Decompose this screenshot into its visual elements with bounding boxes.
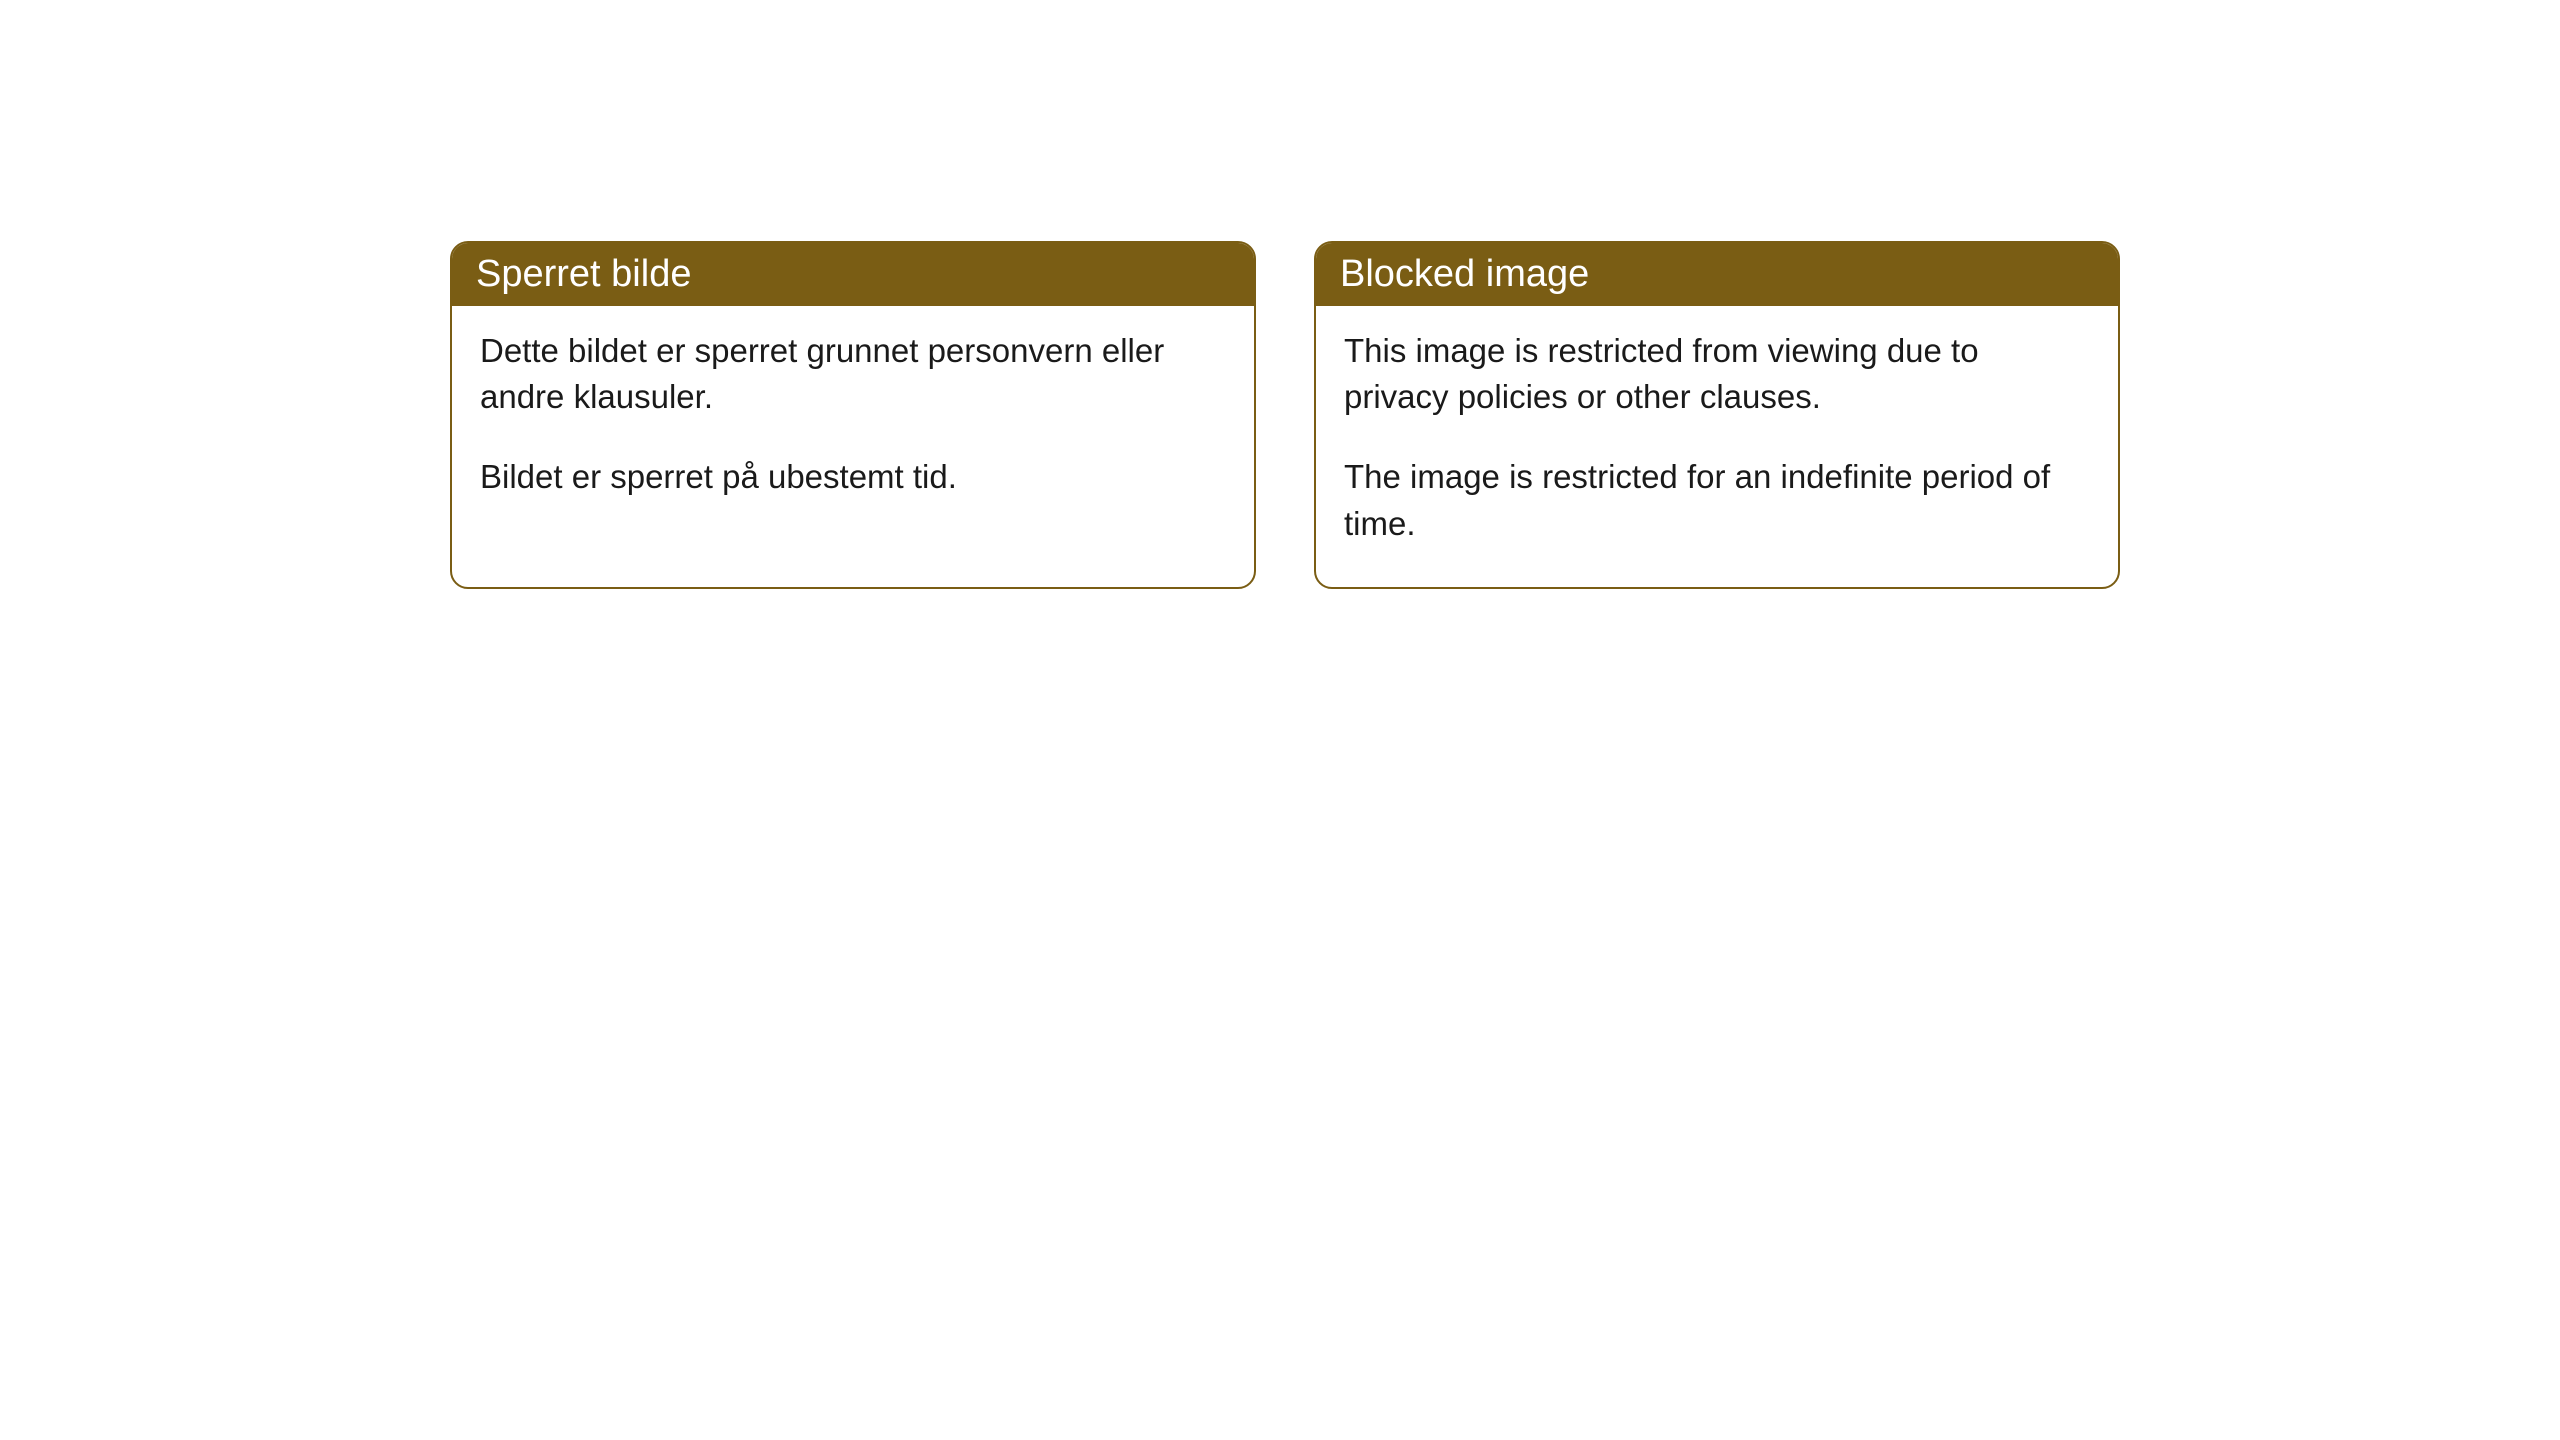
card-body-en: This image is restricted from viewing du… [1316,306,2118,587]
blocked-image-card-no: Sperret bilde Dette bildet er sperret gr… [450,241,1256,589]
card-text-no-1: Dette bildet er sperret grunnet personve… [480,328,1226,420]
blocked-image-card-en: Blocked image This image is restricted f… [1314,241,2120,589]
card-header-en: Blocked image [1316,243,2118,306]
card-title-en: Blocked image [1340,253,1589,295]
card-body-no: Dette bildet er sperret grunnet personve… [452,306,1254,541]
card-text-no-2: Bildet er sperret på ubestemt tid. [480,454,1226,500]
card-text-en-1: This image is restricted from viewing du… [1344,328,2090,420]
card-header-no: Sperret bilde [452,243,1254,306]
card-title-no: Sperret bilde [476,253,691,295]
card-text-en-2: The image is restricted for an indefinit… [1344,454,2090,546]
cards-container: Sperret bilde Dette bildet er sperret gr… [450,241,2120,589]
